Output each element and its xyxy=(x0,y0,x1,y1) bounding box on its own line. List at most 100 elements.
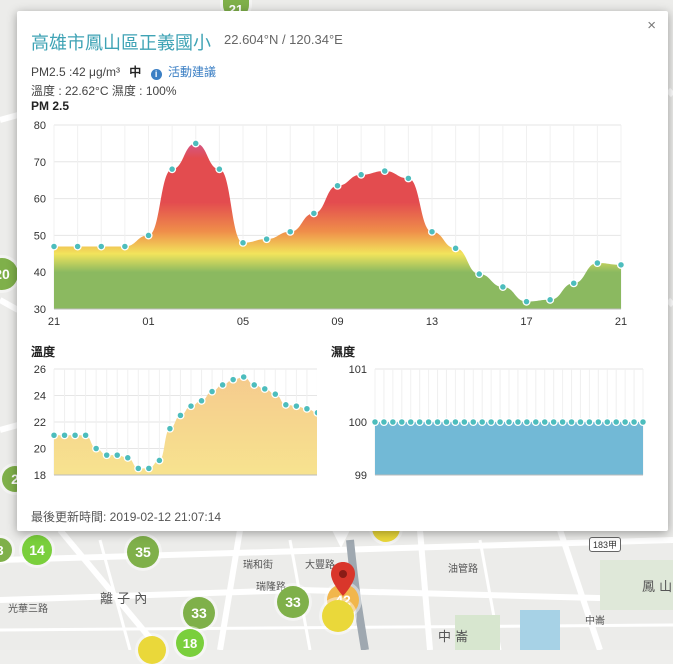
map-label-road-6: 光華三路 xyxy=(8,604,48,615)
x-tick-label: 01 xyxy=(142,316,154,328)
data-point xyxy=(144,231,153,240)
x-tick-label: 21 xyxy=(48,316,60,328)
temperature-chart: 18 20 22 24 26 xyxy=(34,364,317,482)
series-area xyxy=(375,422,643,475)
data-point xyxy=(404,174,413,183)
map-label-road-1: 瑞隆路 xyxy=(256,582,286,593)
data-point xyxy=(475,269,484,279)
data-point xyxy=(97,242,106,251)
humidity-chart-label: 濕度 xyxy=(331,345,356,359)
data-point xyxy=(71,431,80,440)
x-tick-label: 13 xyxy=(426,316,438,328)
data-point xyxy=(504,417,514,427)
map-cluster[interactable]: 3 xyxy=(0,538,12,562)
data-point xyxy=(469,417,478,427)
popup-pointer xyxy=(332,530,350,548)
data-point xyxy=(415,417,424,427)
x-tick-label: 05 xyxy=(237,316,249,328)
data-point xyxy=(144,464,153,473)
data-point xyxy=(451,244,460,253)
last-updated: 最後更新時間: 2019-02-12 21:07:14 xyxy=(31,510,222,524)
data-point xyxy=(567,417,576,427)
data-point xyxy=(155,456,164,465)
data-point xyxy=(406,417,415,427)
data-point xyxy=(113,451,122,460)
data-point xyxy=(379,417,388,427)
series-area xyxy=(54,376,317,475)
data-point xyxy=(286,227,295,236)
map-cluster[interactable]: 33 xyxy=(183,597,215,629)
map-cluster[interactable]: 35 xyxy=(127,536,159,568)
data-point xyxy=(313,408,317,417)
data-point xyxy=(186,402,196,411)
pm-chart-label: PM 2.5 xyxy=(31,99,70,113)
data-point xyxy=(593,258,602,268)
data-point xyxy=(250,380,259,389)
station-name: 高雄市鳳山區正義國小 xyxy=(31,33,211,54)
data-point xyxy=(616,260,626,269)
data-point xyxy=(60,431,69,440)
x-tick-label: 17 xyxy=(520,316,532,328)
data-point xyxy=(208,387,217,396)
data-point xyxy=(498,282,507,291)
data-point xyxy=(442,417,451,427)
station-popup: × 高雄市鳳山區正義國小 22.604°N / 120.34°E PM2.5 :… xyxy=(17,11,668,531)
data-point xyxy=(638,417,647,427)
y-tick-label: 99 xyxy=(355,470,367,482)
data-point xyxy=(292,402,301,411)
map-cluster[interactable]: 14 xyxy=(22,535,52,565)
y-tick-label: 60 xyxy=(34,194,46,206)
close-icon[interactable]: × xyxy=(647,17,656,34)
data-point xyxy=(281,400,290,409)
data-point xyxy=(496,417,505,427)
data-point xyxy=(92,444,101,453)
data-point xyxy=(427,227,437,236)
activity-advice-link[interactable]: 活動建議 xyxy=(168,65,217,79)
data-point xyxy=(433,417,442,427)
map-label-road-4: 油管路 xyxy=(448,564,478,575)
y-tick-label: 100 xyxy=(349,417,367,429)
data-point xyxy=(271,390,280,399)
map-cluster[interactable]: 20 xyxy=(0,258,18,290)
map-label-district-3: 鳳 山 xyxy=(642,580,673,595)
data-point xyxy=(357,170,366,179)
series-area xyxy=(54,143,621,309)
map-cluster[interactable]: 33 xyxy=(277,586,309,618)
data-point xyxy=(73,242,82,251)
map-label-district-1: 離 子 內 xyxy=(100,592,148,607)
data-point xyxy=(134,464,143,473)
data-point xyxy=(594,417,603,427)
data-point xyxy=(197,396,206,405)
map-label-road-2: 瑞和街 xyxy=(243,560,273,571)
data-point xyxy=(168,165,177,174)
data-point xyxy=(191,139,200,148)
map-label-road-3: 大豐路 xyxy=(305,560,335,571)
data-point xyxy=(102,451,111,460)
map-cluster[interactable]: 18 xyxy=(176,629,204,657)
x-tick-label: 21 xyxy=(615,316,627,328)
y-tick-label: 18 xyxy=(34,470,46,482)
map-cluster-partial[interactable] xyxy=(322,600,354,632)
data-point xyxy=(549,417,558,427)
data-point xyxy=(260,384,269,393)
data-point xyxy=(397,417,406,427)
data-point xyxy=(540,417,549,427)
data-point xyxy=(612,417,621,427)
info-icon[interactable]: i xyxy=(150,69,162,80)
data-point xyxy=(522,417,531,427)
data-point xyxy=(424,417,433,427)
location-pin-icon[interactable] xyxy=(330,561,356,597)
y-tick-label: 24 xyxy=(34,391,46,403)
y-tick-label: 30 xyxy=(34,304,46,316)
data-point xyxy=(388,417,397,427)
data-point xyxy=(333,181,342,190)
map-cluster-partial[interactable] xyxy=(138,636,166,664)
y-tick-label: 22 xyxy=(34,417,46,429)
data-point xyxy=(576,417,585,427)
data-point xyxy=(621,417,630,427)
data-point xyxy=(487,417,496,427)
y-tick-label: 101 xyxy=(349,364,367,376)
data-point xyxy=(49,242,59,251)
road-shield-183: 183甲 xyxy=(589,537,622,552)
data-point xyxy=(49,431,59,440)
